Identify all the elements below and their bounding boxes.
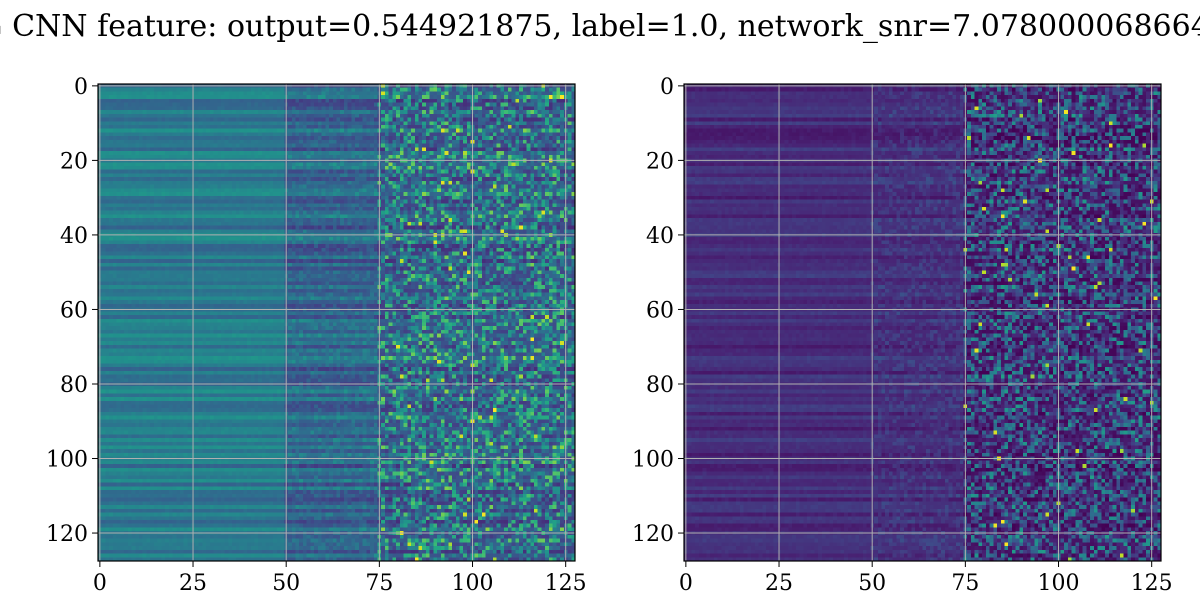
x-tick-label: 125 [1131, 571, 1173, 596]
figure-title: VGG CNN feature: output=0.544921875, lab… [0, 9, 1200, 44]
y-tick-label: 20 [646, 149, 674, 174]
x-tick-label: 100 [1038, 571, 1080, 596]
x-tick-label: 0 [679, 571, 693, 596]
heatmap-panel-right: 0 25 50 75 100 125 0 20 40 60 80 100 120 [632, 75, 1173, 596]
x-ticks-right: 0 25 50 75 100 125 [679, 561, 1173, 596]
y-tick-label: 100 [46, 448, 88, 473]
x-tick-label: 50 [272, 571, 300, 596]
y-tick-label: 60 [60, 298, 88, 323]
heatmap-image-left [98, 84, 575, 561]
y-tick-label: 0 [74, 75, 88, 100]
y-tick-label: 100 [632, 448, 674, 473]
x-tick-label: 75 [365, 571, 393, 596]
y-ticks-right: 0 20 40 60 80 100 120 [632, 75, 684, 547]
y-tick-label: 40 [60, 224, 88, 249]
x-tick-label: 100 [452, 571, 494, 596]
axes-frame-right [683, 83, 1162, 562]
y-ticks-left: 0 20 40 60 80 100 120 [46, 75, 98, 547]
y-tick-label: 80 [60, 373, 88, 398]
axes-frame-left [97, 83, 576, 562]
x-tick-label: 50 [858, 571, 886, 596]
y-tick-label: 80 [646, 373, 674, 398]
heatmap-panel-left: 0 25 50 75 100 125 0 20 40 60 80 100 120 [46, 75, 587, 596]
y-tick-label: 120 [632, 522, 674, 547]
y-tick-label: 120 [46, 522, 88, 547]
x-tick-label: 25 [179, 571, 207, 596]
y-tick-label: 60 [646, 298, 674, 323]
y-tick-label: 0 [660, 75, 674, 100]
x-ticks-left: 0 25 50 75 100 125 [93, 561, 587, 596]
y-tick-label: 20 [60, 149, 88, 174]
x-tick-label: 125 [545, 571, 587, 596]
y-tick-label: 40 [646, 224, 674, 249]
x-tick-label: 75 [951, 571, 979, 596]
x-tick-label: 25 [765, 571, 793, 596]
x-tick-label: 0 [93, 571, 107, 596]
grid-lines-right [684, 84, 1161, 561]
heatmap-image-right [684, 84, 1161, 561]
grid-lines-left [98, 84, 575, 561]
